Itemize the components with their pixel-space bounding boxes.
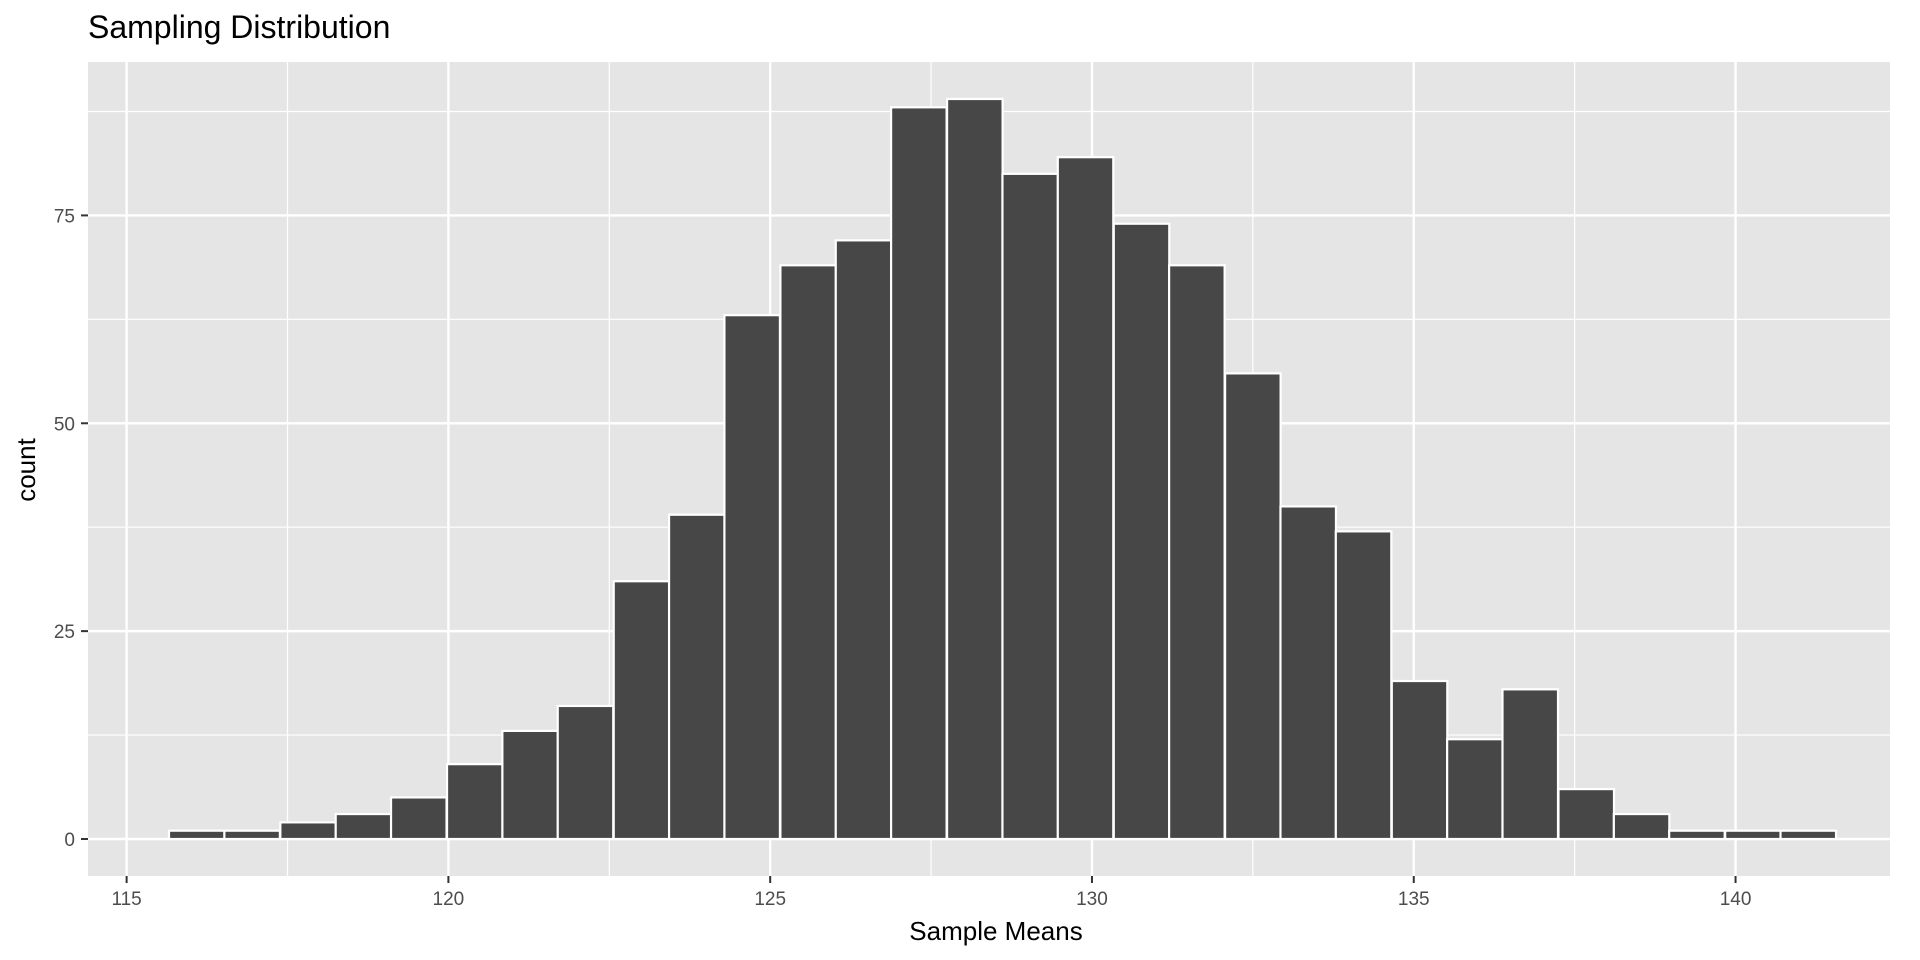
x-tick-label: 120: [433, 889, 465, 910]
histogram-bar: [1501, 688, 1560, 841]
x-tick-label: 130: [1076, 889, 1108, 910]
histogram-bar: [1446, 738, 1504, 841]
y-tick-label: 0: [64, 830, 75, 851]
y-axis-title: count: [11, 437, 41, 501]
y-tick-label: 75: [54, 206, 75, 227]
x-tick-label: 140: [1720, 889, 1752, 910]
x-tick-label: 135: [1398, 889, 1430, 910]
x-axis-title: Sample Means: [909, 916, 1082, 946]
histogram-bar: [1112, 222, 1171, 841]
histogram-bar: [779, 264, 838, 841]
histogram-bar: [1668, 829, 1726, 841]
histogram-bar: [1724, 829, 1782, 841]
histogram-bar: [667, 513, 726, 841]
histogram-bar: [1224, 372, 1282, 841]
y-tick-label: 50: [54, 414, 75, 435]
histogram-bar: [556, 704, 615, 841]
histogram-bar: [279, 821, 337, 841]
histogram-bar: [612, 580, 671, 841]
histogram-bar: [889, 106, 948, 841]
histogram-bar: [1557, 788, 1616, 841]
histogram-bar: [445, 763, 504, 841]
histogram-bar: [501, 729, 559, 841]
histogram-bar: [389, 796, 448, 841]
axes: 115 120 125 130 135 140 0 25 50 75: [54, 206, 1752, 910]
histogram-bar: [723, 314, 782, 841]
histogram-bar: [223, 829, 281, 841]
histogram-bar: [1334, 530, 1393, 841]
histogram-bar: [167, 829, 226, 841]
chart-title: Sampling Distribution: [88, 9, 390, 45]
histogram-bar: [1779, 829, 1838, 841]
histogram-bar: [945, 97, 1004, 841]
histogram-bar: [834, 239, 893, 841]
histogram-bar: [1168, 264, 1226, 841]
x-tick-label: 125: [754, 889, 786, 910]
histogram-bar: [1001, 172, 1060, 841]
bars: [167, 97, 1838, 841]
histogram-bar: [1390, 679, 1449, 841]
histogram-bar: [1056, 156, 1115, 841]
y-tick-label: 25: [54, 622, 75, 643]
histogram-bar: [1612, 812, 1671, 841]
histogram-bar: [334, 812, 393, 841]
histogram-bar: [1279, 505, 1338, 841]
x-tick-label: 115: [111, 889, 141, 910]
